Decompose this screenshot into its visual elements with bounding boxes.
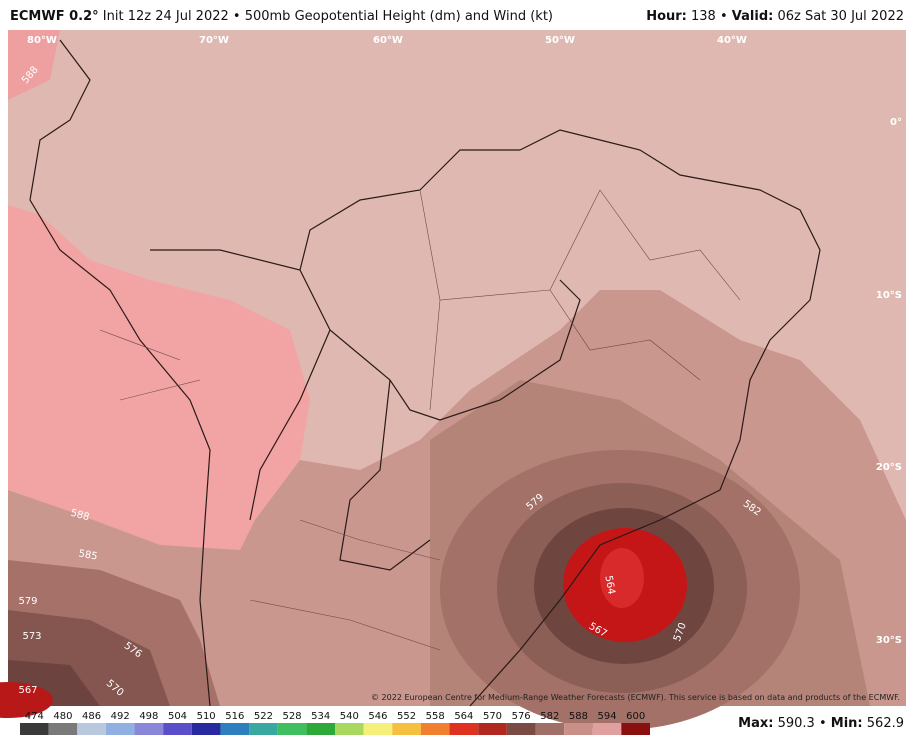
borders [150, 149, 581, 571]
copyright: © 2022 European Centre for Medium-Range … [371, 693, 900, 702]
colorbar-label: 582 [540, 711, 559, 722]
longitude-label: 70°W [199, 35, 229, 46]
min-label: Min: [831, 716, 863, 731]
colorbar-label: 600 [626, 711, 645, 722]
colorbar-swatch [592, 723, 622, 735]
contour-label: 585 [78, 548, 99, 562]
colorbar-swatch [249, 723, 278, 735]
colorbar-label: 594 [597, 711, 616, 722]
colorbar-label: 504 [168, 711, 187, 722]
height-band [8, 30, 60, 100]
max: 590.3 • [778, 716, 827, 731]
colorbar-swatch [392, 723, 421, 735]
colorbar: 474 480 486 492 498 504 510 516 522 528 534 540 546 5… [20, 711, 650, 735]
colorbar-swatch [564, 723, 593, 735]
colorbar-swatch [506, 723, 536, 735]
colorbar-label: 570 [483, 711, 502, 722]
height-band [0, 682, 53, 718]
latitude-label: 30°S [876, 635, 902, 646]
contour-label: 573 [22, 631, 41, 642]
model: ECMWF 0.2° [10, 9, 99, 24]
state-lines [99, 189, 741, 651]
colorbar-label: 498 [139, 711, 158, 722]
contour-label: 588 [69, 508, 90, 524]
map [0, 30, 906, 730]
colorbar-label: 558 [426, 711, 445, 722]
colorbar-swatch [420, 723, 450, 735]
colorbar-label: 516 [225, 711, 244, 722]
colorbar-swatch [20, 723, 49, 735]
min: 562.9 [867, 716, 904, 731]
longitude-label: 60°W [373, 35, 403, 46]
colorbar-label: 480 [53, 711, 72, 722]
coastline [29, 39, 211, 707]
colorbar-label: 522 [254, 711, 273, 722]
colorbar-swatch [220, 723, 250, 735]
stats: Max: 590.3 • Min: 562.9 [738, 716, 904, 731]
colorbar-swatch [48, 723, 78, 735]
colorbar-swatch [191, 723, 221, 735]
colorbar-label: 492 [111, 711, 130, 722]
colorbar-swatch [449, 723, 479, 735]
colorbar-swatch [163, 723, 192, 735]
hour: 138 • [691, 9, 728, 24]
longitude-label: 40°W [717, 35, 747, 46]
longitude-label: 50°W [545, 35, 575, 46]
coastline [469, 129, 821, 707]
colorbar-label: 528 [282, 711, 301, 722]
colorbar-label: 564 [454, 711, 473, 722]
valid: 06z Sat 30 Jul 2022 [777, 9, 904, 24]
colorbar-label: 474 [25, 711, 44, 722]
colorbar-label: 576 [512, 711, 531, 722]
height-band [8, 205, 310, 550]
latitude-label: 20°S [876, 462, 902, 473]
colorbar-swatch [306, 723, 335, 735]
valid-label: Valid: [732, 9, 774, 24]
latitude-label: 0° [890, 117, 902, 128]
header-left: ECMWF 0.2° Init 12z 24 Jul 2022 • 500mb … [10, 9, 553, 24]
colorbar-label: 546 [368, 711, 387, 722]
contour-label: 564 [602, 575, 616, 596]
colorbar-label: 486 [82, 711, 101, 722]
colorbar-swatch [77, 723, 106, 735]
hour-label: Hour: [646, 9, 687, 24]
colorbar-swatch [621, 723, 650, 735]
colorbar-swatch [363, 723, 393, 735]
contour-label: 567 [18, 685, 37, 696]
max-label: Max: [738, 716, 773, 731]
colorbar-label: 534 [311, 711, 330, 722]
colorbar-label: 510 [197, 711, 216, 722]
colorbar-swatch [335, 723, 364, 735]
colorbar-label: 540 [340, 711, 359, 722]
colorbar-label: 552 [397, 711, 416, 722]
colorbar-label: 588 [569, 711, 588, 722]
header-right: Hour: 138 • Valid: 06z Sat 30 Jul 2022 [646, 9, 904, 24]
height-band [600, 548, 644, 608]
colorbar-swatch [277, 723, 307, 735]
graticule-labels: 80°W 70°W 60°W 50°W 40°W 0° 10°S 20°S 30°S [27, 35, 902, 646]
contour-label: 579 [18, 596, 37, 607]
colorbar-swatch [134, 723, 164, 735]
description: Init 12z 24 Jul 2022 • 500mb Geopotentia… [103, 9, 553, 24]
colorbar-swatch [105, 723, 135, 735]
longitude-label: 80°W [27, 35, 57, 46]
colorbar-swatch [535, 723, 565, 735]
latitude-label: 10°S [876, 290, 902, 301]
colorbar-swatch [478, 723, 507, 735]
